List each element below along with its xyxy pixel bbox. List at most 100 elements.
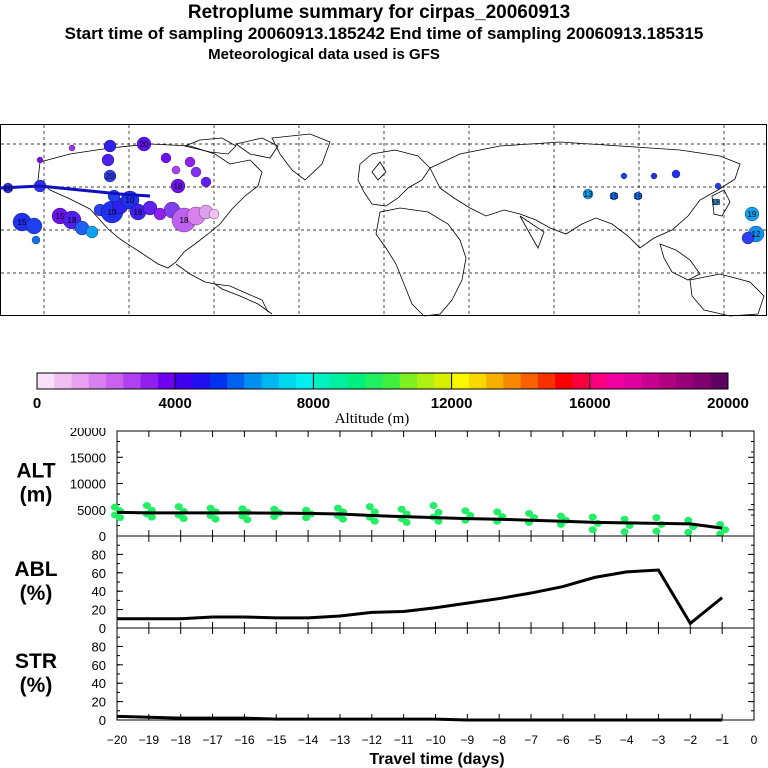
alt-scatter-point — [556, 512, 565, 520]
met-data-line: Meteorological data used is GFS — [208, 46, 440, 63]
plume-dot — [142, 200, 158, 216]
colorbar-cell — [37, 373, 55, 389]
alt-scatter-point — [652, 514, 661, 522]
chart-title: Retroplume summary for cirpas_20060913 — [187, 2, 571, 23]
alt-scatter-point — [461, 507, 470, 515]
plume-dot — [582, 188, 594, 200]
colorbar-cell — [589, 373, 608, 389]
plume-dot — [190, 166, 202, 178]
x-tick-label: −15 — [266, 733, 287, 747]
map-gridlines — [1, 125, 766, 315]
plume-dot — [36, 156, 44, 164]
plume-dot — [609, 191, 619, 201]
alt-scatter-point — [684, 528, 693, 536]
altitude-colorbar: 0 4000 8000 12000 16000 20000 Altitude (m) — [33, 372, 749, 427]
plume-dot-label: 20 — [140, 140, 149, 149]
alt-scatter-point — [302, 514, 311, 522]
colorbar-cell — [641, 373, 660, 389]
plume-dot-label: 10 — [4, 184, 13, 193]
plume-dot — [31, 235, 41, 245]
alt-scatter-point — [434, 517, 443, 525]
colorbar-cell — [261, 373, 280, 389]
x-tick-label: −3 — [652, 733, 666, 747]
plume-dot — [714, 182, 722, 190]
panel-alt: 0 5000 10000 15000 20000 ALT(m) — [16, 428, 755, 544]
panel-ylabel: (%) — [20, 582, 53, 605]
colorbar-cell — [365, 373, 383, 389]
alt-scatter-point — [620, 515, 629, 523]
alt-scatter-point — [211, 515, 220, 523]
colorbar-cell — [486, 373, 504, 389]
y-tick-label: 15000 — [70, 450, 106, 465]
y-tick-label: 80 — [92, 547, 106, 562]
plume-dot-label: 19 — [748, 210, 757, 219]
alt-scatter-point — [588, 513, 597, 521]
alt-scatter-point — [684, 516, 693, 524]
plume-dot — [170, 178, 186, 194]
colorbar-cell — [451, 373, 470, 389]
colorbar-cell — [330, 373, 349, 389]
colorbar-cell — [244, 373, 262, 389]
x-tick-label: 0 — [751, 733, 758, 747]
alt-scatter-point — [370, 517, 379, 525]
plume-dot-label: 18 — [68, 216, 77, 225]
alt-scatter-point — [493, 508, 502, 516]
panel-str: 0 20 40 60 80 STR(%) — [15, 627, 755, 728]
alt-scatter-point — [142, 502, 151, 510]
colorbar-cell — [106, 373, 124, 389]
colorbar-tick-label: 20000 — [707, 395, 749, 412]
colorbar-cell — [88, 373, 107, 389]
y-tick-label: 40 — [92, 676, 106, 691]
plume-dot — [633, 191, 643, 201]
panel-ylabel: (m) — [20, 484, 53, 507]
plume-dot — [712, 198, 720, 206]
colorbar-cell — [468, 373, 487, 389]
plume-dot — [671, 169, 681, 179]
y-tick-label: 80 — [92, 639, 106, 654]
coastlines — [37, 133, 765, 317]
plume-dot — [68, 144, 76, 152]
colorbar-cell — [192, 373, 211, 389]
alt-scatter-point — [174, 503, 183, 511]
alt-scatter-point — [365, 503, 374, 511]
plume-dot-label: 13 — [584, 190, 593, 199]
plume-dot — [103, 139, 117, 153]
alt-scatter-point — [652, 527, 661, 535]
alt-scatter-point — [179, 515, 188, 523]
colorbar-cell — [693, 373, 712, 389]
series-line-str — [116, 714, 723, 722]
plume-dot-label: 15 — [610, 192, 619, 201]
x-tick-label: −7 — [524, 733, 538, 747]
colorbar-cell — [555, 373, 573, 389]
x-tick-label: −14 — [298, 733, 319, 747]
colorbar-cell — [123, 373, 142, 389]
y-tick-label: 0 — [99, 621, 106, 636]
colorbar-cell — [417, 373, 435, 389]
series-line-alt — [116, 510, 723, 530]
colorbar-cell — [537, 373, 556, 389]
colorbar-tick-label: 16000 — [569, 395, 611, 412]
y-tick-label: 20 — [92, 603, 106, 618]
plume-dot — [103, 169, 117, 183]
x-tick-label: −8 — [492, 733, 506, 747]
panel-ylabel: STR — [15, 650, 57, 673]
plume-dot-label: 15 — [18, 218, 27, 227]
alt-scatter-point — [147, 513, 156, 521]
colorbar-cell — [710, 373, 729, 389]
y-tick-label: 60 — [92, 566, 106, 581]
colorbar-label: Altitude (m) — [335, 411, 410, 427]
x-tick-label: −16 — [234, 733, 255, 747]
plume-dot-label: 10 — [108, 208, 117, 217]
alt-scatter-point — [525, 509, 534, 517]
alt-scatter-point — [338, 515, 347, 523]
plume-dot-label: 20 — [106, 172, 115, 181]
colorbar-cell — [227, 373, 245, 389]
plume-dot — [101, 153, 115, 167]
plume-dot — [744, 206, 760, 222]
colorbar-cell — [157, 373, 176, 389]
colorbar-cell — [278, 373, 297, 389]
alt-scatter-point — [397, 505, 406, 513]
x-tick-label: −10 — [425, 733, 446, 747]
colorbar-cell — [296, 373, 314, 389]
